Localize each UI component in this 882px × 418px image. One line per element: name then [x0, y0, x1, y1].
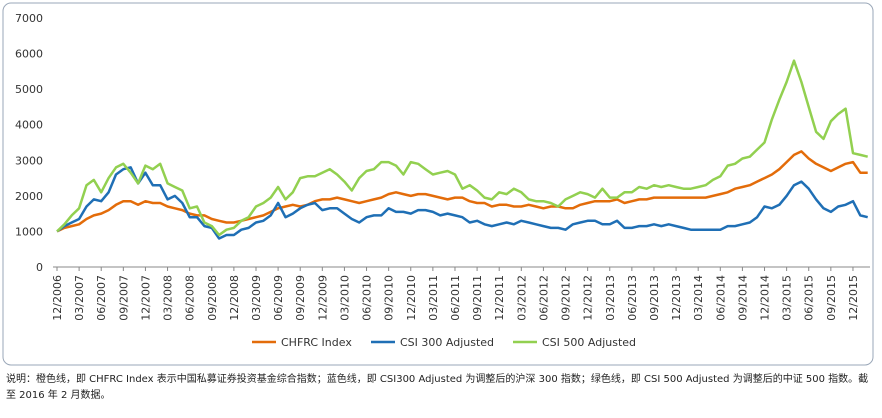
- x-tick-label: 12/2011: [493, 275, 506, 321]
- legend-label: CSI 300 Adjusted: [400, 336, 494, 349]
- y-tick-label: 1000: [15, 225, 43, 238]
- x-tick-label: 09/2013: [648, 275, 661, 321]
- x-tick-label: 06/2011: [449, 275, 462, 321]
- x-tick-label: 06/2015: [803, 275, 816, 321]
- y-tick-label: 7000: [15, 12, 43, 25]
- legend-label: CHFRC Index: [281, 336, 352, 349]
- x-tick-label: 03/2012: [515, 275, 528, 321]
- x-tick-label: 06/2008: [184, 275, 197, 321]
- x-tick-label: 09/2012: [560, 275, 573, 321]
- x-tick-label: 09/2007: [117, 275, 130, 321]
- legend-label: CSI 500 Adjusted: [542, 336, 636, 349]
- x-tick-label: 06/2009: [272, 275, 285, 321]
- x-tick-label: 09/2011: [471, 275, 484, 321]
- x-tick-label: 12/2008: [228, 275, 241, 321]
- y-tick-label: 0: [36, 261, 43, 274]
- series-line: [56, 150, 868, 233]
- x-tick-label: 03/2013: [604, 275, 617, 321]
- x-tick-label: 03/2014: [692, 275, 705, 321]
- x-tick-label: 03/2010: [338, 275, 351, 321]
- y-tick-label: 6000: [15, 48, 43, 61]
- x-tick-label: 03/2009: [250, 275, 263, 321]
- x-tick-label: 03/2015: [781, 275, 794, 321]
- x-tick-label: 06/2013: [626, 275, 639, 321]
- note-box: 说明：橙色线，即 CHFRC Index 表示中国私募证券投资基金综合指数；蓝色…: [6, 374, 869, 401]
- y-tick-label: 5000: [15, 83, 43, 96]
- x-tick-label: 09/2015: [825, 275, 838, 321]
- x-tick-label: 12/2010: [405, 275, 418, 321]
- x-tick-label: 09/2008: [206, 275, 219, 321]
- x-tick-label: 09/2010: [383, 275, 396, 321]
- x-tick-label: 06/2010: [361, 275, 374, 321]
- x-tick-label: 12/2007: [139, 275, 152, 321]
- x-tick-label: 06/2007: [95, 275, 108, 321]
- y-tick-label: 2000: [15, 190, 43, 203]
- x-tick-label: 03/2011: [427, 275, 440, 321]
- x-tick-label: 06/2012: [537, 275, 550, 321]
- chart-frame: [2, 2, 874, 366]
- x-tick-label: 03/2007: [73, 275, 86, 321]
- x-tick-label: 12/2015: [847, 275, 860, 321]
- x-tick-label: 12/2013: [670, 275, 683, 321]
- x-tick-label: 12/2006: [51, 275, 64, 321]
- x-tick-label: 09/2009: [294, 275, 307, 321]
- x-tick-label: 12/2014: [759, 275, 772, 321]
- x-tick-label: 09/2014: [736, 275, 749, 321]
- y-tick-label: 4000: [15, 119, 43, 132]
- series-line: [56, 166, 868, 240]
- x-tick-label: 03/2008: [162, 275, 175, 321]
- note: 说明：橙色线，即 CHFRC Index 表示中国私募证券投资基金综合指数；蓝色…: [6, 374, 869, 401]
- series-line: [56, 59, 868, 237]
- x-tick-label: 06/2014: [714, 275, 727, 321]
- y-tick-label: 3000: [15, 154, 43, 167]
- x-tick-label: 12/2012: [582, 275, 595, 321]
- x-tick-label: 12/2009: [316, 275, 329, 321]
